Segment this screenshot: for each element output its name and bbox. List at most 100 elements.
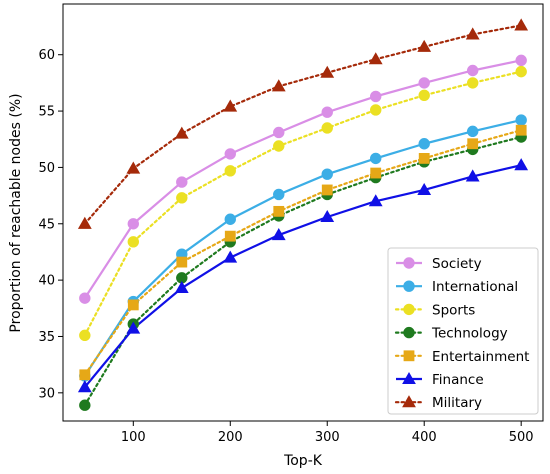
- data-point-entertainment: [418, 153, 430, 164]
- data-point-entertainment: [321, 184, 333, 196]
- legend-label-technology: Technology: [431, 326, 508, 342]
- data-point-society: [273, 126, 285, 139]
- data-point-society: [466, 64, 479, 77]
- legend-marker-finance: [402, 371, 416, 385]
- data-point-military: [368, 52, 383, 65]
- series-markers: [77, 18, 529, 411]
- data-point-sports: [466, 77, 479, 89]
- legend-marker-entertainment: [403, 350, 415, 362]
- y-tick-label: 35: [38, 330, 55, 345]
- data-point-international: [370, 152, 382, 165]
- data-point-technology: [79, 399, 91, 411]
- data-point-military: [223, 99, 238, 112]
- legend-marker-society: [403, 257, 415, 269]
- data-point-finance: [465, 169, 480, 182]
- series-line-finance: [83, 164, 522, 388]
- legend-label-entertainment: Entertainment: [432, 349, 529, 365]
- y-tick-label: 50: [38, 161, 55, 176]
- data-point-society: [370, 90, 382, 103]
- y-tick-label: 45: [38, 217, 55, 232]
- x-tick-label: 300: [315, 430, 340, 445]
- data-point-military: [271, 79, 286, 92]
- data-point-entertainment: [176, 256, 188, 268]
- data-point-society: [418, 77, 430, 89]
- y-tick-label: 40: [38, 274, 55, 289]
- data-point-international: [466, 125, 479, 138]
- series-line-entertainment: [83, 129, 523, 376]
- legend-label-military: Military: [432, 395, 482, 411]
- x-tick-label: 400: [412, 430, 437, 445]
- data-point-military: [514, 18, 529, 31]
- x-tick-label: 500: [509, 430, 534, 445]
- data-point-international: [418, 138, 430, 150]
- data-point-military: [417, 39, 432, 52]
- x-axis-ticks: 100 200 300 400 500: [121, 421, 534, 445]
- legend-label-society: Society: [432, 256, 482, 272]
- data-point-sports: [515, 65, 527, 78]
- y-tick-label: 55: [38, 105, 55, 120]
- x-tick-label: 200: [218, 430, 243, 445]
- legend-marker-technology: [403, 326, 415, 339]
- legend: Society International Sports Technology Ente…: [387, 247, 539, 415]
- data-point-military: [174, 126, 189, 139]
- legend-box: [387, 247, 539, 415]
- legend-label-international: International: [432, 279, 518, 295]
- data-point-international: [515, 114, 527, 126]
- data-point-society: [224, 148, 236, 160]
- data-point-finance: [77, 380, 92, 393]
- data-point-entertainment: [127, 299, 139, 311]
- data-point-finance: [368, 194, 383, 207]
- data-point-sports: [79, 329, 91, 342]
- data-point-entertainment: [79, 369, 91, 381]
- y-axis-label: Proportion of reachable nodes (%): [8, 93, 24, 332]
- data-point-international: [224, 213, 236, 225]
- data-point-sports: [273, 140, 285, 152]
- data-point-entertainment: [370, 167, 382, 179]
- data-point-entertainment: [224, 230, 236, 242]
- data-point-international: [273, 188, 285, 201]
- legend-marker-military: [402, 395, 416, 408]
- data-point-finance: [223, 250, 238, 263]
- x-tick-label: 100: [121, 430, 146, 445]
- x-axis-label: Top-K: [283, 453, 323, 469]
- data-point-society: [515, 54, 527, 67]
- legend-marker-sports: [403, 303, 415, 316]
- data-point-military: [465, 27, 480, 40]
- data-point-finance: [514, 158, 529, 171]
- data-point-entertainment: [467, 138, 479, 150]
- data-point-society: [79, 292, 91, 304]
- data-point-society: [176, 176, 188, 188]
- series-line-sports: [83, 70, 523, 337]
- series-line-society: [83, 59, 522, 299]
- data-point-finance: [320, 210, 335, 223]
- legend-label-finance: Finance: [432, 372, 484, 388]
- series-line-military: [83, 24, 523, 225]
- data-point-finance: [126, 321, 141, 334]
- data-point-military: [320, 65, 335, 78]
- data-point-sports: [127, 236, 140, 248]
- data-point-international: [321, 168, 333, 180]
- legend-marker-international: [403, 280, 415, 292]
- data-point-sports: [418, 89, 430, 101]
- series-line-technology: [83, 135, 523, 407]
- data-point-finance: [271, 228, 286, 241]
- data-point-sports: [370, 104, 382, 116]
- y-tick-label: 60: [38, 48, 55, 63]
- data-point-military: [126, 161, 141, 174]
- data-point-finance: [417, 182, 432, 196]
- data-point-entertainment: [273, 205, 285, 217]
- series-lines: [83, 24, 523, 407]
- legend-label-sports: Sports: [432, 302, 475, 318]
- data-point-entertainment: [515, 124, 527, 136]
- data-point-sports: [176, 192, 188, 204]
- y-axis-ticks: 30 35 40 45 50 55 60: [38, 48, 63, 401]
- series-line-international: [83, 119, 522, 377]
- y-tick-label: 30: [38, 386, 55, 401]
- data-point-military: [77, 216, 92, 229]
- data-point-society: [127, 218, 140, 230]
- data-point-sports: [321, 122, 333, 134]
- data-point-sports: [224, 165, 236, 177]
- data-point-society: [321, 106, 333, 118]
- data-point-finance: [174, 281, 189, 294]
